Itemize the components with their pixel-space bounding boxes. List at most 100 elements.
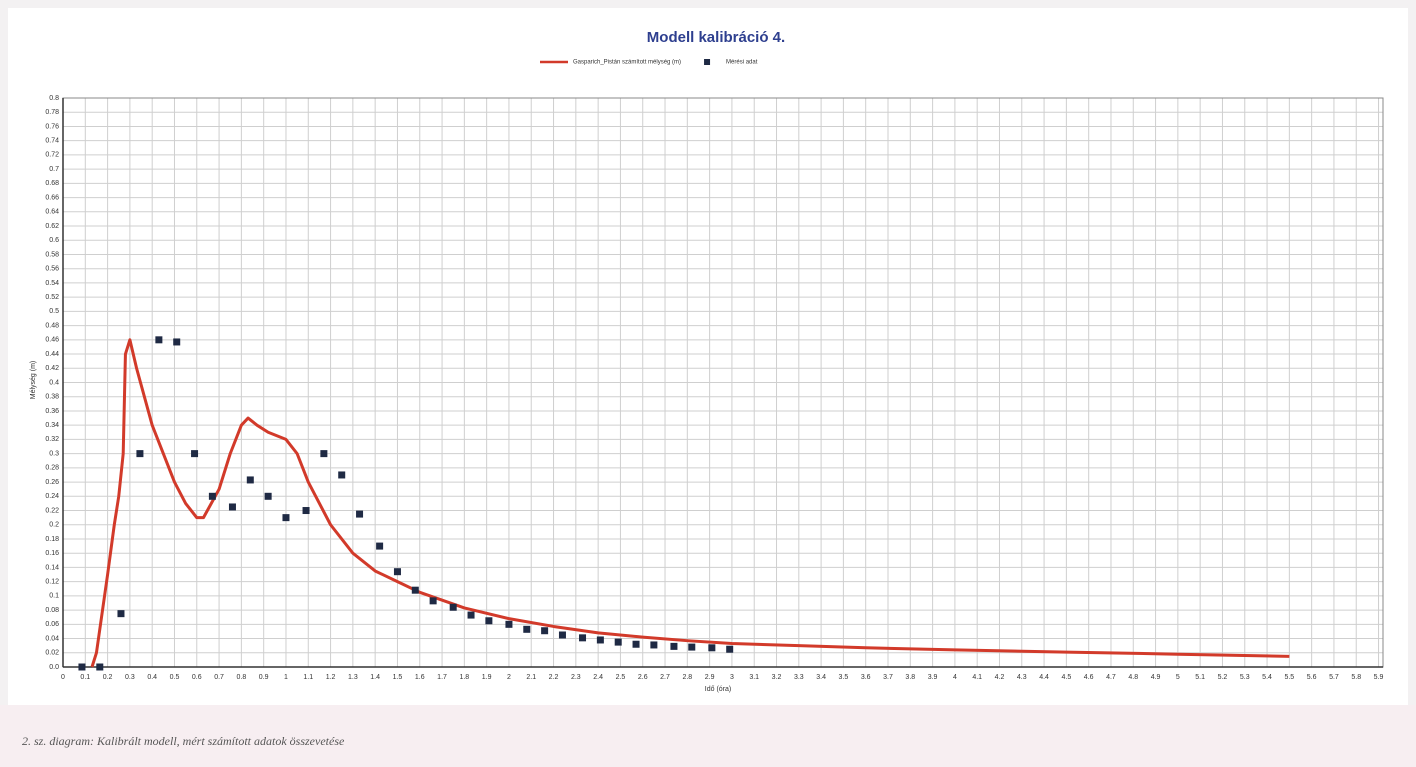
caption: 2. sz. diagram: Kalibrált modell, mért s… [22, 734, 345, 748]
y-tick-label: 0.68 [45, 180, 59, 187]
y-tick-label: 0.32 [45, 436, 59, 443]
x-tick-label: 0.7 [214, 674, 224, 681]
y-tick-label: 0.42 [45, 365, 59, 372]
x-tick-label: 3.3 [794, 674, 804, 681]
scatter-point [117, 610, 125, 618]
x-tick-label: 0.5 [170, 674, 180, 681]
x-tick-label: 3.8 [905, 674, 915, 681]
y-tick-label: 0.46 [45, 337, 59, 344]
x-tick-label: 3.2 [772, 674, 782, 681]
scatter-point [393, 568, 401, 576]
x-tick-label: 2 [507, 674, 511, 681]
scatter-point [579, 634, 587, 642]
x-tick-label: 1.5 [393, 674, 403, 681]
x-tick-label: 5.9 [1374, 674, 1384, 681]
x-tick-label: 1.8 [459, 674, 469, 681]
x-tick-label: 4.7 [1106, 674, 1116, 681]
y-tick-label: 0.3 [49, 450, 59, 457]
x-tick-label: 1.2 [326, 674, 336, 681]
y-tick-label: 0.64 [45, 209, 59, 216]
legend-label: Gasparich_Pistán számított mélység (m) [573, 60, 681, 66]
scatter-point [282, 514, 290, 522]
scatter-point [208, 492, 216, 500]
x-tick-label: 2.8 [682, 674, 692, 681]
x-tick-label: 0.2 [103, 674, 113, 681]
scatter-point [356, 510, 364, 518]
y-tick-label: 0.14 [45, 564, 59, 571]
x-tick-label: 2.9 [705, 674, 715, 681]
x-tick-label: 3.7 [883, 674, 893, 681]
x-tick-label: 0.9 [259, 674, 269, 681]
scatter-point [246, 476, 254, 484]
x-tick-label: 4.1 [972, 674, 982, 681]
y-tick-label: 0.34 [45, 422, 59, 429]
y-tick-label: 0.38 [45, 394, 59, 401]
scatter-point [670, 642, 678, 650]
y-tick-label: 0.36 [45, 408, 59, 415]
x-tick-label: 5.2 [1218, 674, 1228, 681]
y-tick-label: 0.16 [45, 550, 59, 557]
x-tick-label: 4.9 [1151, 674, 1161, 681]
y-tick-label: 0.28 [45, 465, 59, 472]
scatter-point [541, 627, 549, 635]
chart-title: Modell kalibráció 4. [647, 29, 785, 46]
y-tick-label: 0.26 [45, 479, 59, 486]
x-tick-label: 3.5 [839, 674, 849, 681]
scatter-point [338, 471, 346, 479]
line-series [90, 338, 1290, 668]
scatter-point [191, 450, 199, 458]
scatter-point [726, 645, 734, 653]
scatter-point [449, 603, 457, 611]
x-tick-label: 5.1 [1195, 674, 1205, 681]
scatter-point [429, 597, 437, 605]
x-tick-label: 2.3 [571, 674, 581, 681]
x-tick-label: 5.5 [1284, 674, 1294, 681]
y-tick-label: 0.76 [45, 123, 59, 130]
x-tick-label: 1.9 [482, 674, 492, 681]
y-tick-label: 0.72 [45, 152, 59, 159]
scatter-point [485, 617, 493, 625]
y-tick-label: 0.66 [45, 194, 59, 201]
scatter-point [411, 586, 419, 594]
x-axis-title: Idő (óra) [705, 686, 731, 693]
x-tick-label: 0.3 [125, 674, 135, 681]
x-tick-label: 2.6 [638, 674, 648, 681]
x-tick-label: 2.2 [549, 674, 559, 681]
legend-swatch [704, 59, 711, 65]
y-axis-title: Mélység (m) [30, 361, 37, 400]
scatter-point [596, 636, 604, 644]
x-tick-label: 1.6 [415, 674, 425, 681]
x-tick-label: 4 [953, 674, 957, 681]
scatter-point [173, 338, 181, 346]
x-tick-label: 4.2 [995, 674, 1005, 681]
y-tick-label: 0.22 [45, 507, 59, 514]
y-tick-label: 0.6 [49, 237, 59, 244]
scatter-point [155, 336, 163, 344]
x-tick-label: 3.6 [861, 674, 871, 681]
scatter-point [376, 542, 384, 550]
scatter-point [302, 507, 310, 515]
legend-label: Mérési adat [726, 60, 758, 66]
scatter-point [650, 641, 658, 649]
scatter-point [228, 503, 236, 511]
scatter-point [523, 625, 531, 633]
x-tick-label: 3 [730, 674, 734, 681]
y-tick-label: 0.12 [45, 578, 59, 585]
y-tick-label: 0.06 [45, 621, 59, 628]
x-tick-label: 4.4 [1039, 674, 1049, 681]
x-tick-label: 1 [284, 674, 288, 681]
scatter-point [614, 638, 622, 646]
scatter-point [96, 663, 104, 671]
y-tick-label: 0.48 [45, 322, 59, 329]
scatter-point [467, 611, 475, 619]
scatter-point [136, 450, 144, 458]
y-tick-label: 0.8 [49, 95, 59, 102]
scatter-point [320, 450, 328, 458]
y-tick-label: 0.74 [45, 138, 59, 145]
y-tick-label: 0.18 [45, 536, 59, 543]
x-tick-label: 2.5 [616, 674, 626, 681]
scatter-point [708, 644, 716, 652]
x-tick-label: 2.1 [526, 674, 536, 681]
scatter-point [632, 640, 640, 648]
x-tick-label: 5.4 [1262, 674, 1272, 681]
